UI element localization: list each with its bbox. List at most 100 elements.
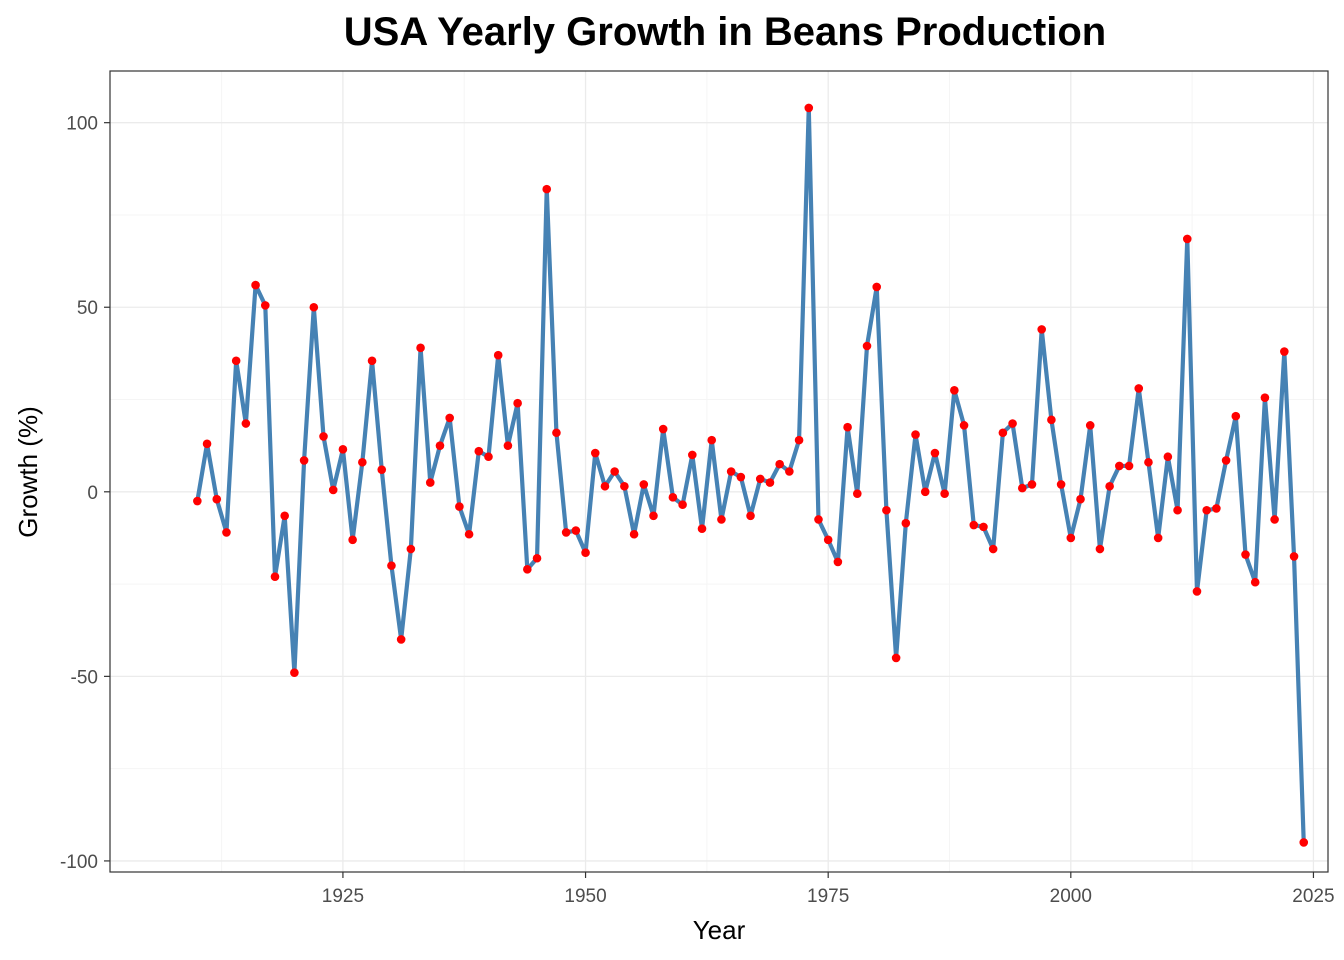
data-point [1047,415,1056,425]
data-point [425,478,435,487]
data-point [707,435,717,445]
data-point [639,480,649,489]
chart-title: USA Yearly Growth in Beans Production [344,10,1106,54]
data-point [484,452,493,462]
data-point [387,561,396,570]
data-point [649,511,658,521]
data-point [1153,533,1163,543]
data-point [688,450,697,460]
data-point [678,500,687,510]
data-point [377,465,387,474]
data-point [726,467,736,476]
grid-major [110,71,1328,872]
data-point [1289,552,1299,561]
data-point [445,413,454,423]
y-tick-label: 0 [87,483,98,504]
data-point [1017,483,1027,493]
data-point [280,511,289,521]
data-point [1231,411,1241,421]
data-point [940,489,949,498]
data-point [474,446,484,456]
x-tick-label: 2025 [1292,886,1334,907]
data-point [290,668,299,677]
data-point [717,515,726,524]
y-tick-label: -100 [60,852,98,873]
data-point [998,428,1008,438]
data-point [629,529,639,539]
grid-minor [110,71,1328,872]
data-point [600,481,610,491]
data-point [1095,544,1105,554]
data-point [542,184,552,194]
data-point [1173,505,1182,515]
data-point [1134,384,1144,393]
data-point [1212,504,1221,513]
data-point [396,635,406,644]
data-point [552,428,561,438]
data-point [911,430,920,439]
data-point [746,511,755,521]
data-point [503,441,513,450]
data-point [1192,587,1202,596]
data-point [1163,452,1173,462]
data-point [668,493,678,502]
data-point [561,528,571,537]
data-point [493,350,503,360]
data-point [1124,461,1134,471]
data-point [920,487,930,497]
x-tick-label: 1925 [322,886,364,907]
data-point [299,456,309,465]
data-point [532,553,542,563]
data-point [1076,494,1085,504]
data-point [1085,421,1095,430]
plot-border [109,70,1329,873]
data-point [212,494,222,504]
y-tick-label: -50 [71,667,98,688]
data-point [794,435,804,445]
data-point [1260,393,1270,402]
data-point [891,653,901,663]
data-point [843,422,852,432]
data-point [882,505,891,515]
data-point [455,502,464,511]
data-point [1241,550,1250,559]
series-line [195,105,1306,845]
data-point [1027,480,1037,489]
data-point [338,445,348,454]
data-point [862,341,872,351]
x-tick-label: 2000 [1050,886,1092,907]
data-point [435,441,445,450]
data-point [1066,533,1076,543]
data-point [328,485,338,495]
data-point [1270,515,1279,524]
data-point [241,419,251,428]
data-point [950,385,959,395]
data-point [1037,325,1046,334]
data-point [823,535,833,545]
data-point [222,528,231,537]
data-point [270,572,280,582]
data-point [988,544,998,554]
data-point [620,481,629,491]
y-tick-label: 100 [66,114,98,135]
data-point [348,535,357,545]
x-tick-label: 1975 [807,886,849,907]
data-point [358,457,367,467]
data-points [193,103,1309,847]
y-tick-label: 50 [77,298,98,319]
data-point [513,398,522,408]
data-point [959,421,969,430]
data-point [416,343,425,353]
data-point [775,459,784,469]
y-axis-title: Growth (%) [13,406,43,537]
data-point [755,474,765,484]
data-point [202,439,212,449]
data-point [833,557,843,567]
data-point [979,522,988,532]
y-axis: -100 -50 0 50 100 [60,114,110,873]
data-point [765,478,775,487]
data-point [814,515,823,524]
data-point [1182,234,1192,244]
x-axis: 1925 1950 1975 2000 2025 [322,872,1335,907]
data-point [1008,419,1017,428]
